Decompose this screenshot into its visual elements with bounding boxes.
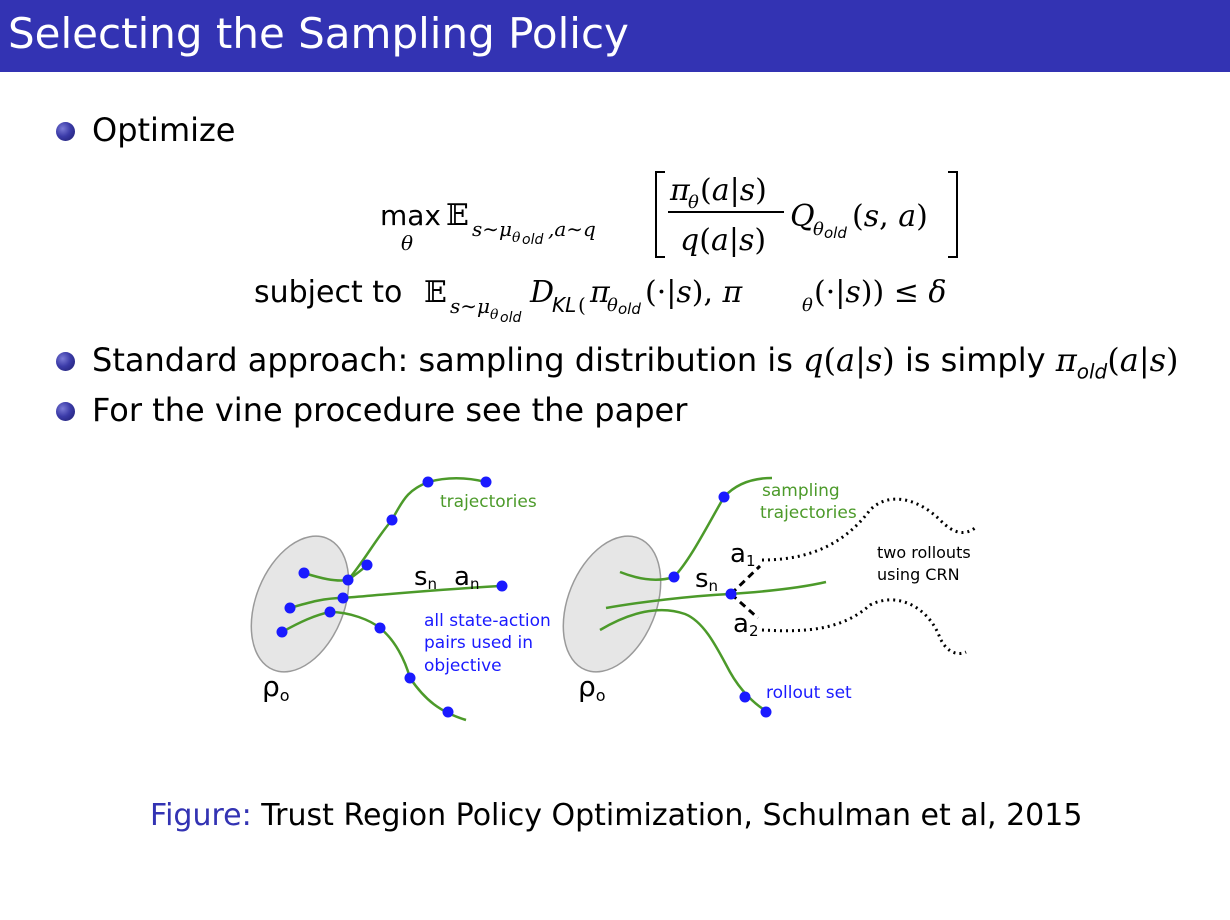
svg-text:KL: KL: [552, 293, 576, 317]
left-bracket: [655, 171, 665, 258]
fraction-numerator: π: [669, 173, 691, 208]
q-a-given-s: q(a|s): [803, 341, 895, 379]
bullet-2-text: Standard approach: sampling distribution…: [92, 340, 1179, 391]
right-sn-label: sn: [695, 564, 718, 595]
svg-text:,a∼q: ,a∼q: [548, 217, 596, 241]
right-crn-rollouts: [761, 497, 976, 655]
svg-text:old: old: [500, 310, 521, 326]
bullet-2-text-start: Standard approach: sampling distribution…: [92, 341, 804, 379]
left-pairs-label-1: all state-action: [424, 611, 551, 631]
left-pairs-label-3: objective: [424, 656, 502, 676]
svg-text:(s, a): (s, a): [852, 199, 928, 234]
svg-text:(a|s): (a|s): [700, 173, 767, 208]
svg-text:(: (: [578, 293, 586, 317]
right-rho-label: ρo: [578, 670, 606, 705]
right-a1-label: a1: [730, 539, 755, 570]
title-bar: Selecting the Sampling Policy: [0, 0, 1230, 72]
svg-text:(·|s), π: (·|s), π: [645, 275, 744, 310]
max-operator: max: [380, 199, 441, 232]
right-sampling-label-1: sampling: [762, 481, 840, 501]
svg-text:θ: θ: [512, 230, 521, 246]
optimization-equation: max θ 𝔼 s∼μ θ old ,a∼q π θ (a|s) q(a|s) …: [254, 171, 958, 326]
figure-caption-label: Figure:: [150, 798, 252, 833]
svg-text:𝔼: 𝔼: [424, 275, 447, 310]
svg-text:s∼μ: s∼μ: [450, 294, 490, 318]
svg-text:θ: θ: [802, 295, 813, 316]
left-pairs-label-2: pairs used in: [424, 633, 533, 653]
bullet-3-marker: [56, 402, 75, 421]
left-sn-label: sn: [414, 562, 437, 593]
svg-text:θ: θ: [490, 307, 499, 323]
left-an-label: an: [454, 562, 479, 593]
fraction-denominator: q(a|s): [680, 223, 766, 258]
right-rollout-set-label: rollout set: [766, 683, 852, 703]
kl-divergence: D: [529, 275, 554, 310]
max-subscript-theta: θ: [401, 231, 413, 255]
right-state-points: [668, 491, 772, 718]
svg-text:θ: θ: [688, 192, 699, 213]
right-rollouts-label-2: using CRN: [877, 565, 960, 584]
bullet-3-text: For the vine procedure see the paper: [92, 391, 688, 429]
q-function: Q: [790, 199, 815, 234]
right-rollouts-label-1: two rollouts: [877, 543, 971, 562]
svg-text:π: π: [589, 275, 611, 310]
svg-text:θ: θ: [607, 295, 618, 316]
expectation-symbol: 𝔼: [446, 198, 469, 233]
expectation-subscript: s∼μ: [472, 217, 512, 241]
right-bracket: [948, 171, 958, 258]
left-rho-label: ρo: [262, 670, 290, 705]
figure-caption-text: Trust Region Policy Optimization, Schulm…: [251, 798, 1083, 833]
svg-text:old: old: [618, 300, 641, 318]
svg-text:θ: θ: [813, 219, 824, 240]
bullet-2-text-mid: is simply: [894, 341, 1056, 379]
subject-to-label: subject to: [254, 275, 402, 310]
bullet-1-text: Optimize: [92, 111, 236, 149]
bullet-2-marker: [56, 352, 75, 371]
slide-title: Selecting the Sampling Policy: [8, 9, 629, 58]
pi-old-a-given-s: πold(a|s): [1055, 341, 1179, 384]
bullet-1-marker: [56, 122, 75, 141]
right-action-branches: [729, 564, 762, 620]
right-initial-state-ellipse: [562, 535, 662, 673]
left-state-points: [276, 476, 508, 718]
right-sampling-label-2: trajectories: [760, 503, 857, 523]
figure-caption: Figure: Trust Region Policy Optimization…: [150, 796, 1082, 836]
svg-text:(·|s)) ≤ δ: (·|s)) ≤ δ: [814, 275, 946, 310]
left-trajectories-label: trajectories: [440, 492, 537, 512]
right-a2-label: a2: [733, 609, 758, 640]
svg-text:old: old: [824, 224, 847, 242]
svg-text:old: old: [522, 232, 543, 248]
